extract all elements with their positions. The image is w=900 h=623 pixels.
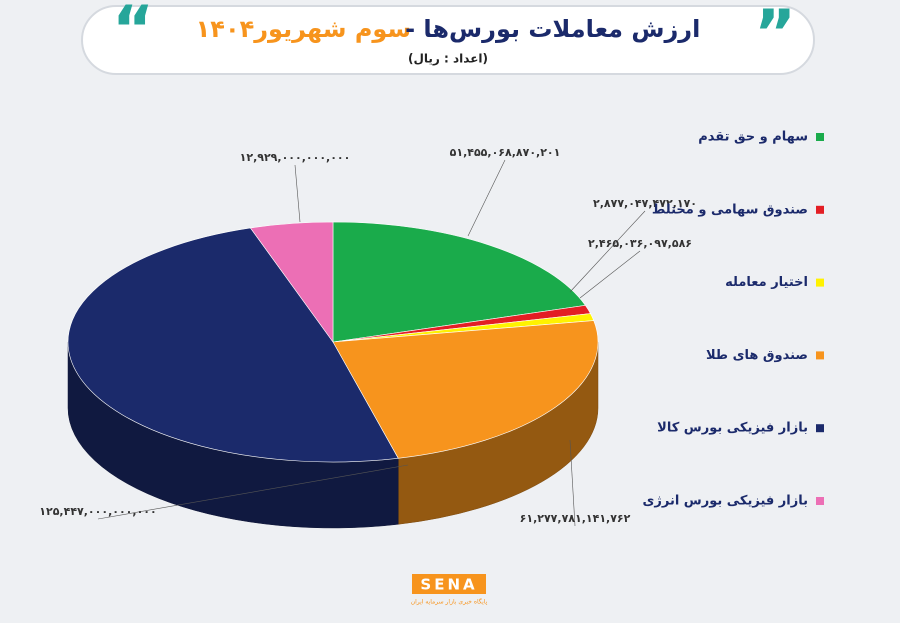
value-label: ۱۲۵,۴۴۷,۰۰۰,۰۰۰,۰۰۰	[39, 505, 156, 518]
slice	[332, 221, 586, 343]
legend-swatch	[816, 351, 824, 360]
legend-label: صندوق سهامی و مختلط	[652, 202, 808, 217]
legend-swatch	[816, 205, 824, 214]
legend-swatch	[816, 497, 824, 505]
slice	[67, 227, 399, 463]
legend-label: صندوق های طلا	[706, 348, 808, 363]
legend-swatch	[816, 278, 824, 287]
legend-label: بازار فیزیکی بورس انرژی	[642, 494, 808, 509]
value-label: ۵۱,۴۵۵,۰۶۸,۸۷۰,۲۰۱	[450, 146, 561, 159]
legend-label: اختیار معامله	[725, 275, 808, 290]
logo-text: SENA	[420, 576, 477, 594]
leader-line	[294, 164, 301, 223]
leader-line	[97, 464, 409, 520]
value-label: ۱۲,۹۲۹,۰۰۰,۰۰۰,۰۰۰	[240, 151, 351, 164]
chart-title-date: سوم شهریور۱۴۰۴	[196, 15, 411, 43]
slice	[332, 320, 599, 459]
slice	[249, 221, 334, 343]
legend-swatch	[816, 424, 824, 433]
value-label: ۲,۸۷۷,۰۴۷,۴۷۲,۱۷۰	[593, 197, 697, 210]
subtitle: (اعداد : ریال)	[408, 52, 488, 66]
quote-mark: ”	[754, 0, 796, 72]
leader-line	[467, 159, 506, 237]
title: ارزش معاملات بورس‌ها -سوم شهریور۱۴۰۴	[196, 15, 701, 43]
logo: SENA پایگاه خبری بازار سرمایه ایران	[411, 574, 488, 606]
leader-line	[569, 210, 646, 293]
value-label: ۲,۴۶۵,۰۳۶,۰۹۷,۵۸۶	[588, 237, 692, 250]
value-label: ۶۱,۲۷۷,۷۸۱,۱۴۱,۷۶۲	[520, 512, 631, 525]
leader-line	[579, 250, 641, 299]
leader-line	[569, 439, 576, 527]
legend-label: بازار فیزیکی بورس کالا	[657, 421, 808, 436]
chart-title: ارزش معاملات بورس‌ها -	[405, 15, 700, 43]
title-box	[81, 5, 815, 75]
legend-label: سهام و حق تقدم	[698, 130, 808, 145]
quote-mark: “	[112, 0, 154, 68]
logo-box	[412, 574, 486, 594]
logo-caption: پایگاه خبری بازار سرمایه ایران	[411, 598, 488, 606]
legend-swatch	[816, 133, 824, 141]
